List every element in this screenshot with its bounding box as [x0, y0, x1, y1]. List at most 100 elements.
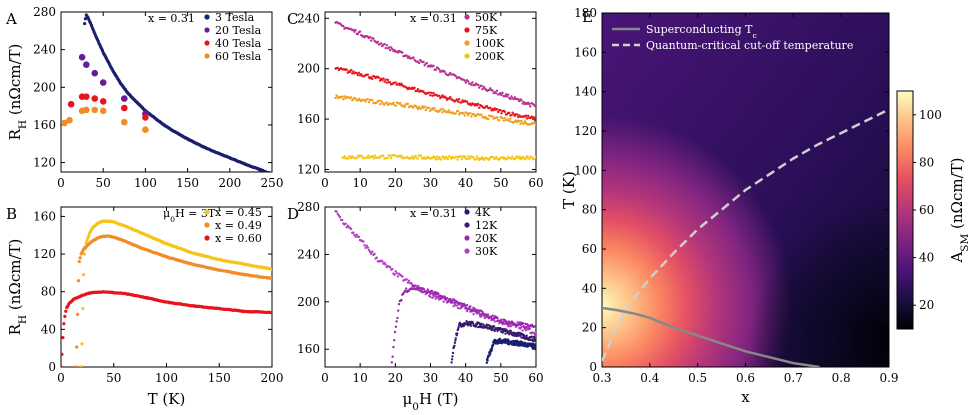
point-A-2-4	[99, 98, 107, 105]
xtick-label: 0.4	[640, 371, 659, 385]
point-D-1-96	[467, 307, 470, 311]
point-D-0-143	[493, 320, 496, 323]
point-D-1-87	[460, 304, 463, 308]
point-D-0-16	[352, 231, 355, 234]
point-C-2-131	[480, 113, 483, 117]
point-C-1-179	[533, 118, 536, 122]
point-C-1-16	[352, 70, 355, 73]
point-C-3-116	[466, 157, 469, 161]
point-C-3-73	[419, 154, 423, 157]
point-C-2-166	[519, 122, 522, 125]
point-D-2-180	[534, 337, 536, 341]
legend-marker	[464, 53, 470, 59]
point-D-0-118	[465, 310, 469, 313]
legend-B: x = 0.45x = 0.49x = 0.60	[204, 206, 262, 245]
point-C-1-109	[455, 98, 459, 101]
panel-label-B: B	[6, 205, 17, 223]
xtick-label: 150	[176, 176, 199, 190]
point-D-1-113	[481, 310, 484, 313]
point-C-3-127	[477, 158, 481, 162]
point-A-1-4	[121, 95, 128, 102]
point-C-2-180	[534, 123, 536, 127]
point-C-3-114	[463, 155, 467, 158]
xtick-label: 10	[353, 371, 368, 385]
point-C-1-164	[516, 115, 520, 119]
point-C-2-118	[465, 111, 469, 115]
point-C-1-33	[371, 77, 374, 81]
point-C-3-100	[448, 155, 452, 158]
point-C-1-128	[476, 102, 480, 106]
point-C-0-149	[500, 93, 503, 97]
point-C-3-13	[355, 156, 358, 160]
legend-label: 100K	[475, 37, 505, 50]
legend-marker	[464, 14, 470, 20]
legend-marker	[204, 27, 210, 33]
point-C-1-86	[430, 91, 433, 95]
annotation-A: x = 0.31	[148, 12, 195, 25]
legend-label: 20 Tesla	[215, 24, 262, 37]
point-C-3-24	[367, 154, 370, 157]
point-A-2-0	[67, 100, 75, 108]
point-C-1-102	[447, 97, 451, 100]
point-C-0-108	[454, 74, 458, 78]
point-C-1-45	[384, 78, 387, 81]
point-A-0-218	[269, 171, 271, 172]
point-D-0-51	[391, 267, 394, 271]
point-D-2-2	[451, 355, 454, 358]
point-C-2-111	[457, 113, 461, 116]
point-C-1-29	[366, 73, 370, 76]
point-C-3-95	[443, 157, 446, 160]
point-D-2-12	[456, 332, 459, 335]
point-A-2-3	[91, 95, 99, 102]
point-D-1-171	[527, 325, 530, 328]
point-C-0-18	[354, 29, 357, 32]
point-D-1-37	[420, 289, 423, 292]
point-C-3-45	[389, 157, 393, 160]
point-C-2-70	[412, 106, 415, 109]
point-C-2-121	[469, 111, 472, 115]
point-D-2-9	[454, 337, 458, 340]
legend-label: 50K	[475, 11, 498, 24]
point-D-1-143	[505, 320, 508, 324]
xtick-label: 60	[528, 176, 543, 190]
point-D-0-44	[383, 261, 386, 264]
point-D-1-7	[396, 316, 399, 320]
point-D-1-180	[534, 328, 536, 332]
point-C-2-152	[503, 116, 507, 120]
point-C-1-122	[470, 104, 473, 107]
point-D-1-69	[445, 297, 449, 300]
point-C-2-65	[406, 102, 410, 106]
point-C-2-39	[377, 99, 381, 102]
point-C-2-97	[442, 108, 445, 111]
point-B-1-4	[77, 259, 81, 264]
ytick-label: 0	[48, 360, 56, 374]
legend-label: 75K	[475, 24, 498, 37]
point-B-1-2	[75, 312, 80, 316]
point-C-1-158	[510, 114, 513, 117]
point-C-2-81	[424, 108, 427, 112]
point-C-2-40	[378, 102, 382, 106]
point-D-2-123	[508, 333, 511, 336]
point-C-2-84	[427, 106, 431, 110]
point-C-1-87	[431, 94, 434, 97]
point-C-3-122	[472, 156, 475, 159]
point-C-1-113	[460, 101, 463, 104]
xtick-label: 40	[458, 176, 473, 190]
point-C-2-151	[502, 119, 505, 122]
legend-label: x = 0.45	[215, 206, 262, 219]
ytick-label: 140	[574, 85, 597, 99]
legend-marker	[204, 53, 210, 59]
point-D-2-64	[480, 322, 483, 326]
axes-E: 0.3 0.4 0.5 0.6 0.7 0.8 0.9 0 20 40 60 80 100 120 140 1…	[574, 6, 898, 385]
point-C-3-158	[511, 155, 514, 158]
ytick-label: 60	[582, 242, 597, 256]
point-C-2-141	[491, 115, 494, 118]
ytick-label: 100	[574, 163, 597, 177]
point-D-0-35	[373, 252, 376, 256]
point-D-0-110	[456, 306, 460, 310]
point-A-3-5	[99, 107, 107, 115]
point-C-2-169	[522, 122, 525, 125]
point-D-0-178	[532, 331, 535, 335]
